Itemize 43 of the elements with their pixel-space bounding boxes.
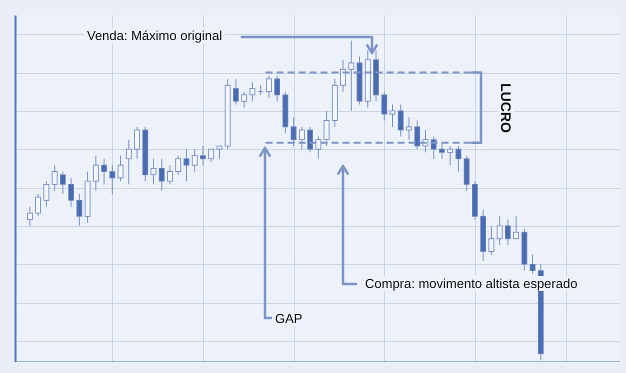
candlestick [26,206,33,226]
candlestick [76,193,82,226]
candlestick [43,180,50,208]
candlestick [266,75,272,99]
candlestick [398,104,404,137]
candlestick [233,78,239,105]
candlestick [150,158,156,185]
annotation: LUCRO [498,80,514,136]
candlestick [381,91,388,121]
candlestick [258,84,264,96]
candlestick [496,216,503,246]
candlestick [216,146,222,160]
candlestick [134,126,140,160]
candlestick [456,146,462,172]
candlestick [109,164,116,194]
candlestick [390,104,396,128]
candlestick [274,75,280,102]
candlestick [192,148,198,172]
candlestick [200,146,206,166]
candlestick [167,164,173,185]
candlestick [208,148,214,162]
candlestick [447,146,454,166]
candlestick [92,155,99,192]
candlestick [184,148,190,182]
annotation: Venda: Máximo original [84,28,226,43]
candlestick [488,225,494,256]
candlestick [530,254,536,274]
candlestick [175,155,182,176]
candlestick [118,155,124,182]
candlestick [513,216,520,240]
candlestick [35,193,42,217]
candlestick [52,164,58,192]
candlestick [158,158,165,192]
candlestick [241,91,248,108]
candlestick [68,177,74,208]
candlestick [249,82,256,102]
candlestick [126,139,132,185]
candlestick [60,171,66,194]
annotation: Compra: movimento altista esperado [362,276,580,291]
candlestick [406,116,412,140]
candlestick [101,158,107,185]
candlestick [504,218,511,246]
annotation: GAP [272,311,306,326]
